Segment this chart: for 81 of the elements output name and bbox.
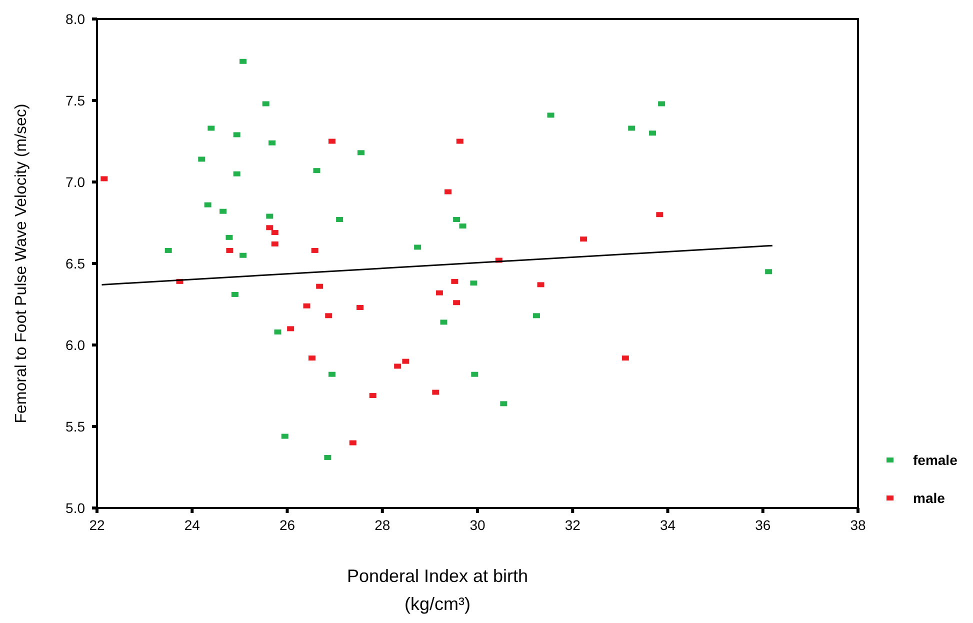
point	[336, 216, 344, 222]
point	[226, 248, 234, 253]
point	[240, 252, 247, 258]
point	[500, 401, 508, 406]
y-tick-label: 6.0	[66, 337, 86, 353]
point	[233, 171, 240, 176]
point	[453, 300, 460, 306]
point	[444, 189, 452, 194]
point	[271, 230, 278, 236]
y-tick-label: 7.5	[66, 92, 86, 108]
x-tick-label: 28	[374, 517, 390, 533]
y-tick-label: 8.0	[66, 11, 86, 27]
point	[226, 234, 233, 240]
point	[324, 454, 332, 460]
point	[394, 364, 402, 369]
y-tick-label: 5.5	[66, 418, 86, 434]
y-axis-title: Femoral to Foot Pulse Wave Velocity (m/sec)	[13, 104, 30, 424]
point	[656, 212, 664, 218]
legend-label: female	[913, 452, 958, 468]
point	[287, 326, 294, 332]
legend-label: male	[913, 490, 946, 506]
point	[440, 320, 448, 325]
point	[765, 269, 772, 274]
point	[266, 225, 274, 230]
point	[208, 126, 215, 131]
point	[649, 130, 656, 136]
point	[580, 236, 588, 242]
point	[402, 358, 410, 364]
point	[100, 176, 108, 182]
point	[459, 224, 466, 229]
point	[432, 390, 440, 395]
point	[303, 303, 310, 308]
y-tick-label: 7.0	[66, 174, 86, 190]
point	[316, 284, 324, 289]
point	[204, 202, 212, 208]
point	[369, 393, 376, 398]
point	[281, 434, 288, 439]
point	[308, 356, 316, 361]
x-tick-label: 26	[279, 517, 296, 533]
point	[436, 290, 443, 296]
point	[414, 244, 422, 250]
point	[532, 313, 540, 318]
x-axis-title: Ponderal Index at birth (kg/cm³)	[346, 566, 528, 614]
point	[313, 168, 320, 174]
x-tick-label: 32	[564, 517, 581, 533]
point	[220, 208, 227, 214]
x-tick-label: 36	[755, 517, 771, 533]
point	[266, 214, 274, 219]
point	[537, 282, 544, 288]
point	[356, 305, 364, 310]
point	[622, 356, 629, 361]
y-tick-label: 6.5	[66, 256, 86, 272]
x-tick-label: 34	[660, 517, 676, 533]
point	[240, 58, 247, 64]
point	[628, 126, 636, 131]
point	[451, 278, 458, 284]
point	[231, 292, 238, 297]
point	[328, 372, 336, 377]
point	[453, 216, 460, 222]
x-tick-label: 38	[850, 517, 866, 533]
point	[456, 138, 464, 144]
point	[164, 248, 172, 253]
y-tick-label: 5.0	[66, 500, 86, 516]
x-tick-label: 30	[470, 517, 486, 533]
x-tick-label: 24	[184, 517, 200, 533]
point	[311, 248, 318, 253]
point	[349, 440, 356, 446]
point	[328, 138, 336, 144]
point	[262, 101, 270, 106]
point	[233, 132, 240, 138]
point	[268, 140, 276, 146]
x-tick-label: 22	[89, 517, 105, 533]
point	[471, 372, 478, 377]
point	[658, 101, 666, 106]
point	[325, 313, 332, 318]
point	[357, 150, 364, 156]
point	[198, 156, 206, 162]
point	[547, 112, 554, 118]
point	[271, 241, 278, 246]
point	[274, 329, 282, 334]
point	[470, 280, 478, 286]
